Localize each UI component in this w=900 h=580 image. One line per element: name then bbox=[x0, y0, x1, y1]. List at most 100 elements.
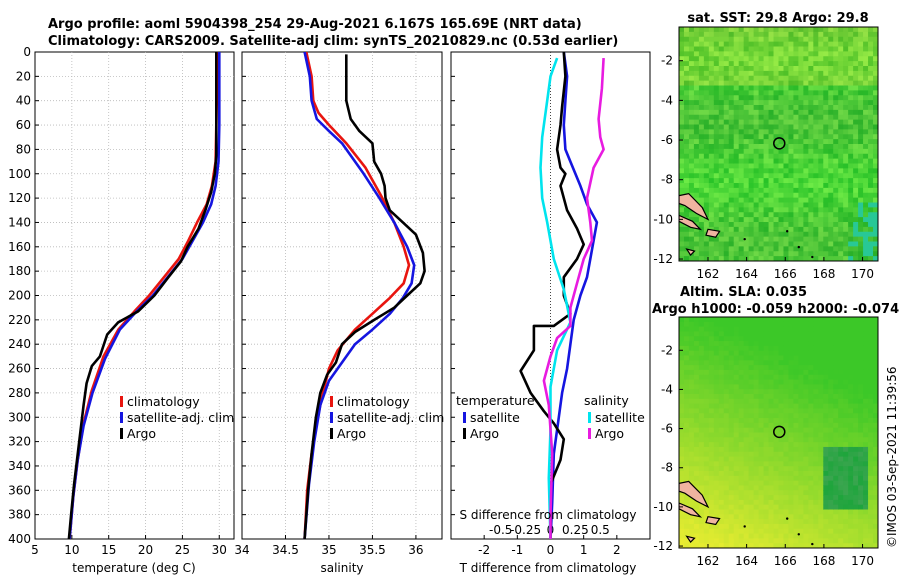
map-cell bbox=[848, 471, 854, 477]
map-cell bbox=[833, 241, 839, 247]
map-cell bbox=[858, 350, 864, 356]
map-cell bbox=[833, 256, 839, 261]
map-cell bbox=[823, 485, 829, 491]
map-cell bbox=[683, 326, 690, 332]
map-cell bbox=[833, 389, 839, 395]
x-tick-label: 0 bbox=[547, 543, 555, 557]
map-cell bbox=[743, 153, 750, 160]
map-cell bbox=[698, 80, 705, 86]
map-cell bbox=[838, 139, 844, 145]
map-cell bbox=[828, 222, 834, 228]
map-cell bbox=[858, 241, 864, 247]
map-cell bbox=[738, 519, 745, 525]
map-cell bbox=[763, 523, 770, 530]
map-cell bbox=[748, 495, 755, 501]
map-cell bbox=[768, 394, 775, 400]
map-cell bbox=[753, 56, 760, 62]
map-cell bbox=[698, 187, 705, 194]
map-cell bbox=[788, 509, 794, 515]
map-cell bbox=[803, 374, 809, 381]
map-cell bbox=[873, 365, 878, 371]
map-cell bbox=[723, 119, 730, 125]
map-cell bbox=[768, 129, 775, 135]
map-cell bbox=[798, 246, 804, 252]
map-cell bbox=[778, 173, 784, 179]
map-cell bbox=[768, 36, 775, 43]
map-cell bbox=[723, 490, 730, 496]
map-cell bbox=[873, 475, 878, 482]
map-cell bbox=[838, 451, 844, 458]
map-cell bbox=[679, 202, 685, 208]
map-cell bbox=[728, 336, 735, 342]
map-cell bbox=[763, 114, 770, 121]
map-cell bbox=[868, 432, 874, 438]
map-cell bbox=[713, 509, 720, 515]
map-cell bbox=[828, 485, 834, 491]
map-cell bbox=[873, 471, 878, 477]
map-cell bbox=[798, 341, 804, 347]
map-cell bbox=[838, 153, 844, 160]
map-cell bbox=[818, 446, 824, 453]
map-cell bbox=[838, 446, 844, 453]
map-cell bbox=[788, 418, 794, 424]
map-cell bbox=[723, 95, 730, 101]
map-cell bbox=[858, 212, 864, 218]
map-cell bbox=[753, 495, 760, 501]
map-cell bbox=[833, 442, 839, 448]
map-cell bbox=[838, 187, 844, 194]
map-cell bbox=[868, 538, 874, 544]
map-cell bbox=[728, 236, 735, 242]
map-cell bbox=[743, 197, 750, 203]
map-cell bbox=[758, 241, 765, 247]
map-cell bbox=[698, 374, 705, 381]
map-cell bbox=[723, 326, 730, 332]
map-cell bbox=[853, 355, 859, 361]
map-cell bbox=[698, 437, 705, 443]
x-tick-label: 36 bbox=[408, 543, 423, 557]
map-cell bbox=[828, 129, 834, 135]
map-cell bbox=[778, 178, 784, 184]
map-cell bbox=[868, 256, 874, 261]
map-cell bbox=[688, 379, 695, 385]
map-cell bbox=[728, 413, 735, 419]
map-cell bbox=[718, 114, 725, 121]
map-cell bbox=[698, 163, 705, 169]
map-cell bbox=[688, 317, 695, 323]
map-cell bbox=[818, 384, 824, 390]
map-cell bbox=[783, 490, 789, 496]
map-cell bbox=[743, 413, 750, 419]
map-cell bbox=[808, 207, 814, 213]
map-cell bbox=[793, 408, 799, 414]
map-cell bbox=[708, 105, 715, 111]
map-cell bbox=[783, 51, 789, 57]
map-cell bbox=[713, 499, 720, 506]
map-cell bbox=[708, 173, 715, 179]
map-cell bbox=[733, 471, 740, 477]
map-cell bbox=[693, 523, 700, 530]
map-cell bbox=[873, 217, 878, 223]
map-cell bbox=[828, 124, 834, 130]
map-cell bbox=[683, 100, 690, 106]
map-cell bbox=[863, 442, 869, 448]
map-cell bbox=[813, 519, 819, 525]
map-cell bbox=[828, 61, 834, 67]
map-cell bbox=[798, 139, 804, 145]
map-cell bbox=[713, 144, 720, 150]
map-cell bbox=[838, 466, 844, 472]
map-cell bbox=[773, 246, 779, 252]
map-cell bbox=[738, 422, 745, 429]
map-cell bbox=[758, 148, 765, 155]
map-cell bbox=[768, 61, 775, 67]
map-cell bbox=[823, 398, 829, 405]
map-cell bbox=[738, 80, 745, 86]
map-cell bbox=[708, 192, 715, 199]
map-cell bbox=[863, 461, 869, 467]
map-cell bbox=[823, 90, 829, 96]
map-cell bbox=[773, 144, 779, 150]
map-cell bbox=[823, 418, 829, 424]
map-cell bbox=[708, 119, 715, 125]
map-cell bbox=[833, 471, 839, 477]
map-cell bbox=[808, 124, 814, 130]
map-cell bbox=[753, 490, 760, 496]
map-cell bbox=[768, 144, 775, 150]
